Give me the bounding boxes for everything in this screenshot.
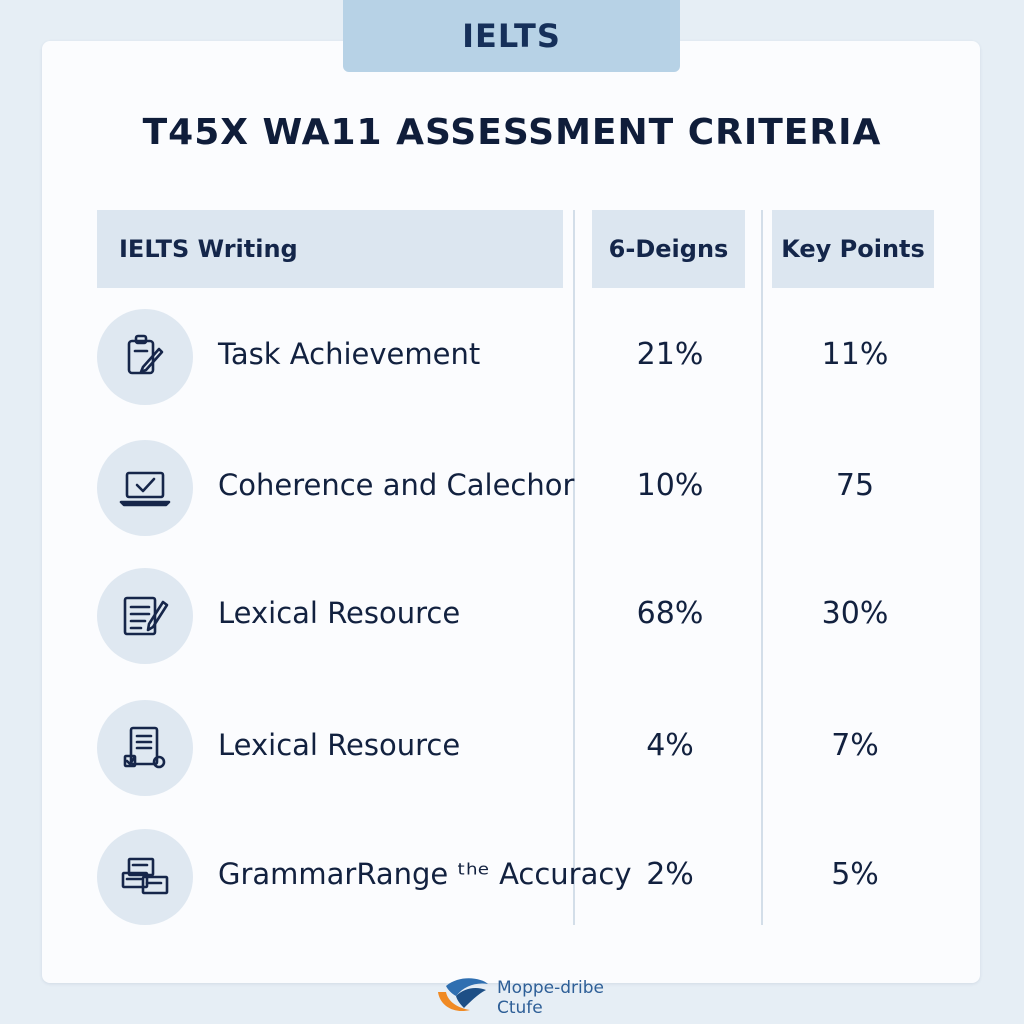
- column-divider: [761, 210, 763, 925]
- swoosh-logo-icon: [438, 978, 488, 1012]
- document-checklist-icon: [97, 700, 193, 796]
- table-row: GrammarRange ᵗʰᵉ Accuracy 2% 5%: [0, 829, 1024, 929]
- stacked-cards-icon: [97, 829, 193, 925]
- table-row: Lexical Resource 68% 30%: [0, 568, 1024, 668]
- table-row: Lexical Resource 4% 7%: [0, 700, 1024, 800]
- laptop-check-icon: [97, 440, 193, 536]
- row-value-key-points: 30%: [821, 596, 889, 631]
- row-value-key-points: 5%: [831, 857, 879, 892]
- page-title: T45X WA11 ASSESSMENT CRITERIA: [142, 112, 882, 153]
- footer-line-2: Ctufe: [497, 998, 543, 1018]
- row-value-6-deigns: 2%: [646, 857, 694, 892]
- document-pencil-icon: [97, 568, 193, 664]
- clipboard-pencil-icon: [97, 309, 193, 405]
- row-value-key-points: 75: [835, 468, 875, 503]
- footer-line-1: Moppe-dribe: [497, 978, 604, 998]
- row-value-key-points: 7%: [831, 728, 879, 763]
- column-header-6-deigns: 6-Deigns: [592, 210, 745, 288]
- column-divider: [573, 210, 575, 925]
- column-header-key-points: Key Points: [772, 210, 934, 288]
- row-value-key-points: 11%: [821, 337, 889, 372]
- row-value-6-deigns: 4%: [646, 728, 694, 763]
- row-label: Lexical Resource: [218, 728, 461, 762]
- row-label: Coherence and Calechor: [218, 468, 575, 502]
- row-label: GrammarRange ᵗʰᵉ Accuracy: [218, 857, 632, 891]
- column-header-ielts-writing: IELTS Writing: [97, 210, 563, 288]
- row-label: Lexical Resource: [218, 596, 461, 630]
- criteria-card: [42, 41, 980, 983]
- table-row: Coherence and Calechor 10% 75: [0, 440, 1024, 540]
- row-value-6-deigns: 68%: [636, 596, 704, 631]
- row-label: Task Achievement: [218, 337, 481, 371]
- row-value-6-deigns: 10%: [636, 468, 704, 503]
- ielts-badge: IELTS: [343, 0, 680, 72]
- footer-brand-text: Moppe-dribe Ctufe: [497, 978, 604, 1018]
- row-value-6-deigns: 21%: [636, 337, 704, 372]
- table-row: Task Achievement 21% 11%: [0, 309, 1024, 409]
